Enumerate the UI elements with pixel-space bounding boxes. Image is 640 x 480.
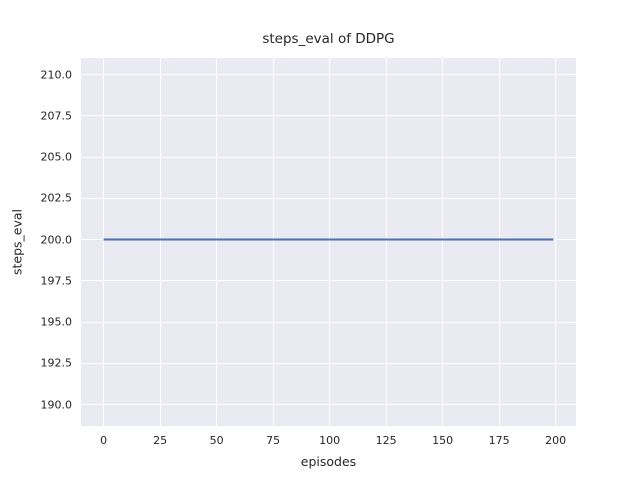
x-tick-label: 125 xyxy=(375,434,397,447)
gridline-vertical xyxy=(555,58,557,426)
chart-title: steps_eval of DDPG xyxy=(262,31,395,47)
x-tick-label: 25 xyxy=(153,434,168,447)
gridline-horizontal xyxy=(81,404,576,406)
x-tick-label: 75 xyxy=(266,434,281,447)
gridline-vertical xyxy=(272,58,274,426)
y-tick-label: 207.5 xyxy=(40,109,73,123)
y-axis-label: steps_eval xyxy=(9,208,25,276)
x-tick-label: 0 xyxy=(100,434,108,447)
x-axis-label: episodes xyxy=(300,454,357,469)
x-tick-label: 175 xyxy=(488,434,510,447)
y-tick-label: 195.0 xyxy=(40,315,73,329)
gridline-horizontal xyxy=(81,197,576,199)
y-tick-label: 190.0 xyxy=(40,398,73,412)
gridline-vertical xyxy=(159,58,161,426)
x-tick-label: 150 xyxy=(432,434,454,447)
gridline-horizontal xyxy=(81,115,576,117)
gridline-horizontal xyxy=(81,156,576,158)
plot-area xyxy=(81,58,576,426)
series-layer xyxy=(103,238,554,241)
gridline-vertical xyxy=(442,58,444,426)
gridline-vertical xyxy=(103,58,105,426)
x-tick-label: 50 xyxy=(209,434,224,447)
gridline-horizontal xyxy=(81,362,576,364)
gridline-vertical xyxy=(498,58,500,426)
y-tick-label: 205.0 xyxy=(40,150,73,164)
x-tick-label: 100 xyxy=(319,434,341,447)
gridline-horizontal xyxy=(81,280,576,282)
y-tick-label: 200.0 xyxy=(40,233,73,247)
gridline-vertical xyxy=(385,58,387,426)
gridline-vertical xyxy=(329,58,331,426)
gridline-vertical xyxy=(216,58,218,426)
y-tick-label: 210.0 xyxy=(40,68,73,81)
y-tick-label: 197.5 xyxy=(40,274,73,288)
gridline-horizontal xyxy=(81,321,576,323)
y-tick-label: 192.5 xyxy=(40,356,73,370)
y-tick-label: 202.5 xyxy=(40,191,73,205)
gridline-horizontal xyxy=(81,74,576,75)
x-tick-label: 200 xyxy=(545,434,567,447)
